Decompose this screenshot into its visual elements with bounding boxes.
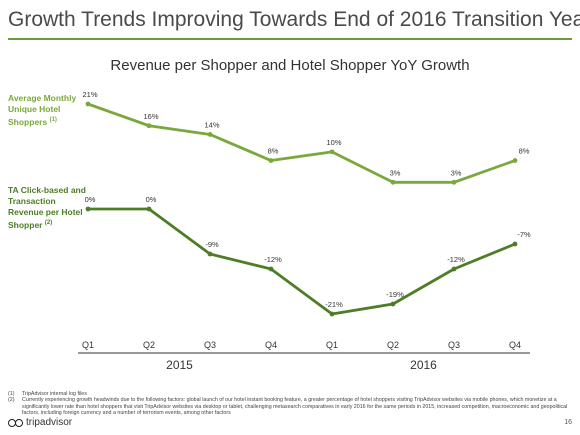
page-number: 16 xyxy=(564,419,572,426)
series-label-revenue-note: (2) xyxy=(44,220,53,226)
series-label-shoppers-note: (1) xyxy=(49,117,57,123)
data-label-s2-4: -12% xyxy=(264,255,282,264)
data-label-s2-3: -9% xyxy=(205,240,219,249)
data-point-s1-2 xyxy=(146,123,152,129)
series-label-revenue: TA Click-based and Transaction Revenue p… xyxy=(8,185,88,231)
data-point-s2-4 xyxy=(268,266,274,272)
logo-text: tripadvisor xyxy=(26,417,73,428)
data-point-s1-3 xyxy=(207,132,213,137)
data-point-s1-7 xyxy=(451,179,457,185)
chart-title: Revenue per Shopper and Hotel Shopper Yo… xyxy=(110,57,470,74)
data-point-s2-6 xyxy=(390,301,396,307)
owl-eyes-icon xyxy=(8,418,24,427)
footnote-2-number: (2) xyxy=(8,397,15,404)
data-label-s1-6: 3% xyxy=(390,168,401,177)
footnotes: (1) TripAdvisor internal log files (2) C… xyxy=(8,391,568,417)
x-tick-label-3: Q3 xyxy=(204,340,216,350)
series-label-revenue-text: TA Click-based and Transaction Revenue p… xyxy=(8,185,86,230)
data-label-s1-8: 8% xyxy=(519,147,530,156)
data-point-s2-7 xyxy=(451,266,457,272)
data-point-s1-8 xyxy=(512,158,518,163)
data-point-s1-6 xyxy=(390,179,396,185)
data-label-s2-2: 0% xyxy=(146,195,157,204)
tripadvisor-logo: tripadvisor xyxy=(8,417,72,428)
x-tick-label-6: Q2 xyxy=(387,340,399,350)
data-label-s1-5: 10% xyxy=(326,138,341,147)
x-tick-label-4: Q4 xyxy=(265,340,277,350)
data-point-s2-1 xyxy=(85,206,91,212)
x-tick-label-5: Q1 xyxy=(326,340,338,350)
data-label-s2-6: -19% xyxy=(386,290,404,299)
x-group-label-2016: 2016 xyxy=(410,358,437,372)
data-label-s1-4: 8% xyxy=(268,147,279,156)
x-tick-label-7: Q3 xyxy=(448,340,460,350)
data-label-s2-7: -12% xyxy=(447,255,465,264)
page-title: Growth Trends Improving Towards End of 2… xyxy=(8,8,580,31)
data-point-s1-1 xyxy=(85,101,91,107)
data-point-s2-3 xyxy=(207,251,213,257)
data-label-s1-7: 3% xyxy=(451,168,462,177)
data-label-s2-1: 0% xyxy=(85,195,96,204)
footnote-1-number: (1) xyxy=(8,391,15,397)
line-chart: 21% 16% 14% 8% 10% 3% 3% 8% 0% 0% -9% -12% -21% -19% -… xyxy=(78,90,531,372)
footnote-2-text: Currently experiencing growth headwinds … xyxy=(22,397,568,417)
series-label-shoppers-text: Average Monthly Unique Hotel Shoppers xyxy=(8,93,77,127)
footnote-2: (2) Currently experiencing growth headwi… xyxy=(8,397,568,416)
data-point-s2-2 xyxy=(146,206,152,212)
footnote-1-text: TripAdvisor internal log files xyxy=(22,391,87,397)
x-group-label-2015: 2015 xyxy=(166,358,193,372)
x-tick-label-2: Q2 xyxy=(143,340,155,350)
data-point-s1-5 xyxy=(329,149,335,155)
data-label-s2-5: -21% xyxy=(325,300,343,309)
title-divider xyxy=(8,38,572,40)
series-label-shoppers: Average Monthly Unique Hotel Shoppers (1… xyxy=(8,93,88,128)
data-label-s1-2: 16% xyxy=(143,112,158,121)
data-point-s2-5 xyxy=(329,311,335,317)
series-line-1 xyxy=(87,102,516,184)
data-point-s1-4 xyxy=(268,158,274,163)
data-label-s1-3: 14% xyxy=(204,120,219,129)
data-point-s2-8 xyxy=(512,241,518,247)
footnote-1: (1) TripAdvisor internal log files xyxy=(8,391,568,397)
series-line-2 xyxy=(88,207,516,316)
data-label-s1-1: 21% xyxy=(82,90,97,99)
data-label-s2-8: -7% xyxy=(517,230,531,239)
x-tick-label-8: Q4 xyxy=(509,340,521,350)
x-tick-label-1: Q1 xyxy=(82,340,94,350)
